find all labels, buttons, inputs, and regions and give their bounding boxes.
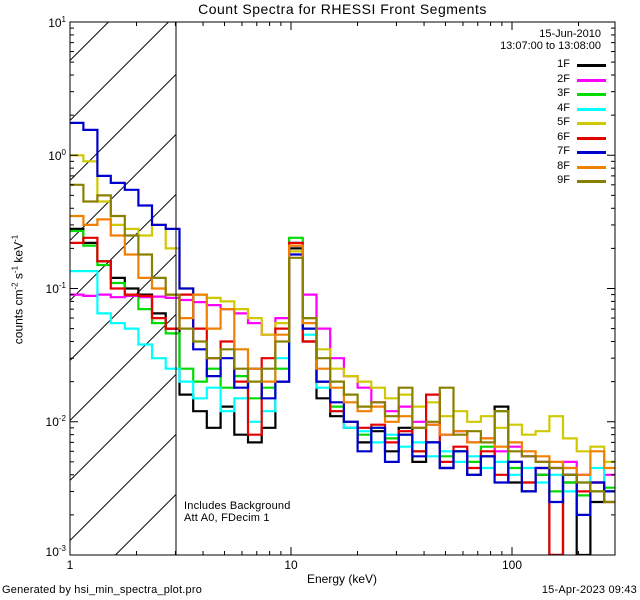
y-tick-label-10e-3: 10-3 xyxy=(45,544,66,559)
legend-swatch-2F xyxy=(577,78,606,82)
legend-swatch-9F xyxy=(577,180,606,183)
legend-swatch-3F xyxy=(577,93,606,96)
x-tick-label-1: 1 xyxy=(66,558,74,572)
legend-label-7F: 7F xyxy=(557,145,570,157)
footer-generation-timestamp: 15-Apr-2023 09:43 xyxy=(541,584,637,596)
legend-swatch-7F xyxy=(577,151,606,154)
legend-label-6F: 6F xyxy=(557,130,570,143)
legend-label-8F: 8F xyxy=(557,159,570,172)
hatched-low-energy-region xyxy=(70,22,176,555)
legend-swatch-5F xyxy=(577,122,606,125)
hatch-line xyxy=(70,193,176,302)
hatch-line xyxy=(70,73,176,182)
legend-label-2F: 2F xyxy=(557,72,570,85)
legend-swatch-8F xyxy=(577,165,606,169)
y-axis-label: counts cm-2 s-1 keV-1 xyxy=(10,234,26,345)
footer-generator-credit: Generated by hsi_min_spectra_plot.pro xyxy=(2,584,203,596)
y-tick-label-10e1: 101 xyxy=(48,15,66,30)
annotation-attenuator-state: Att A0, FDecim 1 xyxy=(184,512,270,524)
legend-label-9F: 9F xyxy=(557,174,570,186)
observation-date: 15-Jun-2010 xyxy=(539,28,601,40)
spectrum-series-9F xyxy=(70,183,615,504)
x-tick-label-100: 100 xyxy=(501,558,523,572)
annotation-includes-background: Includes Background xyxy=(184,500,291,512)
x-axis-label: Energy (keV) xyxy=(306,572,378,586)
legend-label-1F: 1F xyxy=(557,58,570,70)
legend-swatch-4F xyxy=(577,107,606,111)
plot-frame xyxy=(69,21,616,556)
y-tick-label-10e-1: 10-1 xyxy=(45,281,66,296)
spectrum-series-7F xyxy=(70,121,615,516)
spectra-series-group xyxy=(70,121,615,555)
legend-label-3F: 3F xyxy=(557,87,570,99)
legend-label-5F: 5F xyxy=(557,116,570,128)
y-tick-label-10e-2: 10-2 xyxy=(45,414,66,429)
hatch-line xyxy=(70,22,169,122)
hatch-line xyxy=(70,373,176,482)
hatch-line xyxy=(70,433,176,542)
y-tick-label-10e0: 100 xyxy=(48,148,66,163)
legend-swatch-1F xyxy=(577,64,606,67)
plot-title: Count Spectra for RHESSI Front Segments xyxy=(198,1,487,17)
x-tick-label-10: 10 xyxy=(284,558,298,572)
legend-label-4F: 4F xyxy=(557,101,570,114)
observation-time-range: 13:07:00 to 13:08:00 xyxy=(500,40,601,52)
hatch-line xyxy=(70,253,176,362)
legend-swatch-6F xyxy=(577,136,606,140)
